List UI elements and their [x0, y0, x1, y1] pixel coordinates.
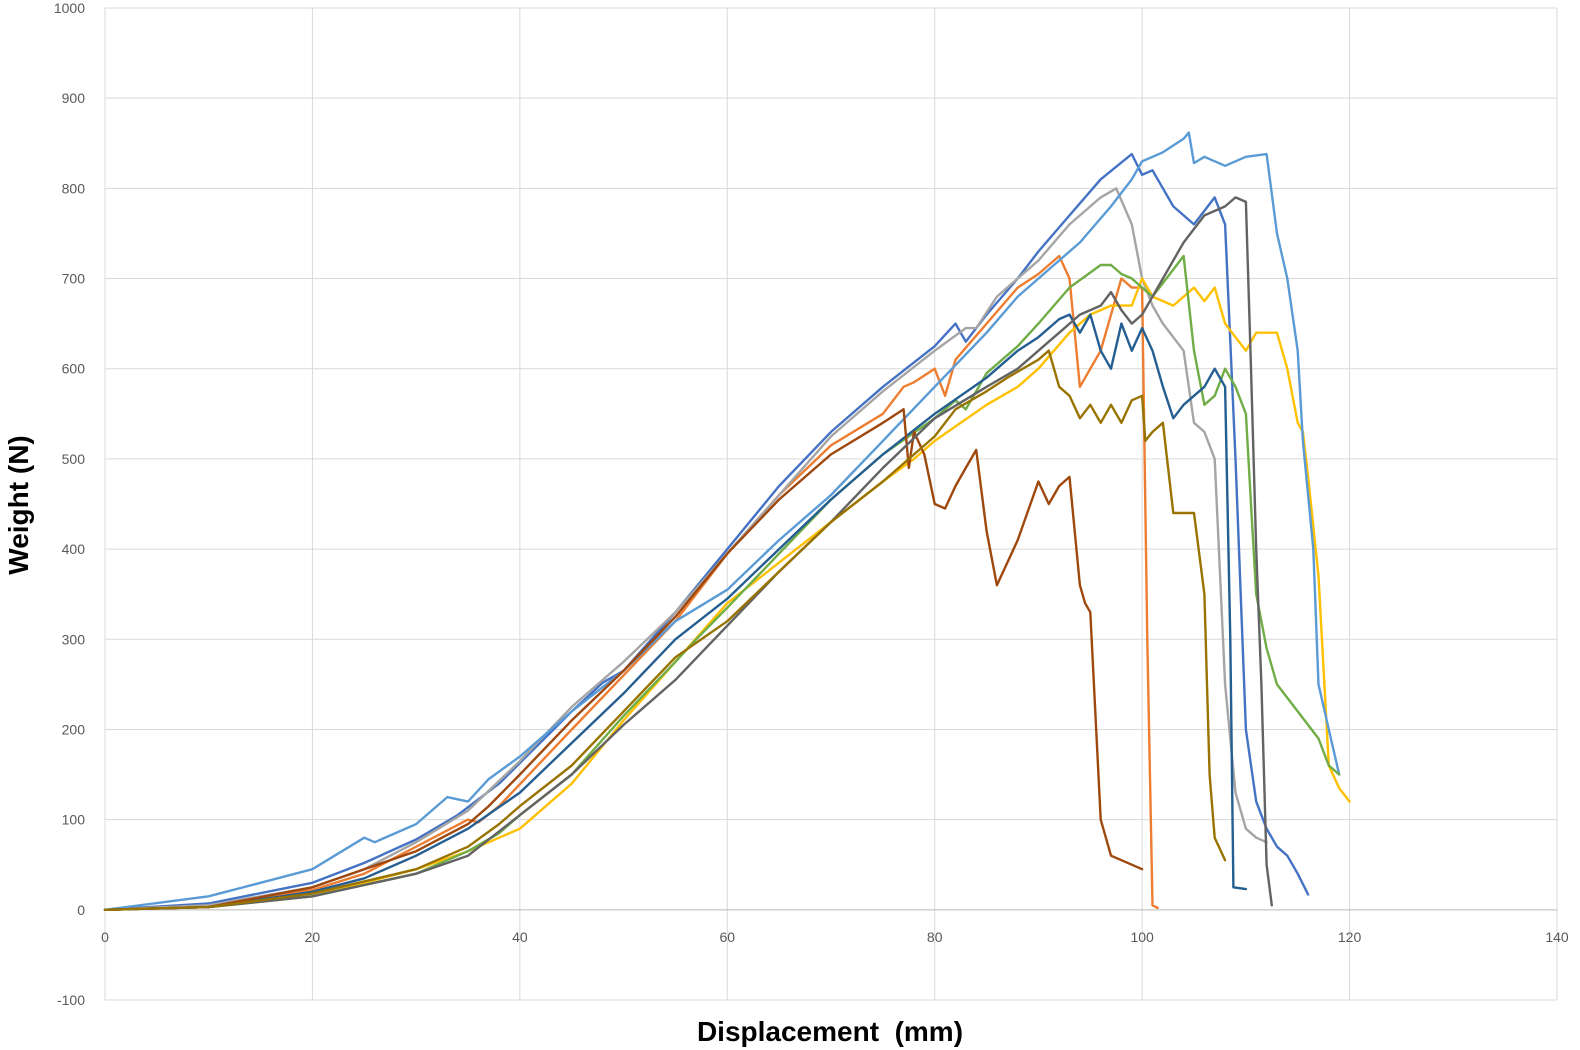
- series-line-2: [103, 254, 1159, 911]
- y-tick-label: 600: [62, 361, 86, 377]
- x-tick-label: 0: [101, 929, 109, 945]
- series-line-5: [103, 131, 1341, 911]
- y-tick-label: 500: [62, 451, 86, 467]
- x-tick-label: 120: [1338, 929, 1362, 945]
- series-line-7: [103, 313, 1248, 911]
- y-tick-label: 700: [62, 271, 86, 287]
- y-tick-label: 1000: [54, 0, 85, 16]
- series-line-8: [103, 408, 1144, 911]
- series-line-10: [103, 349, 1227, 911]
- x-tick-label: 140: [1545, 929, 1569, 945]
- y-tick-label: 0: [77, 902, 85, 918]
- grid-lines: [104, 7, 1558, 1001]
- tick-labels: 0 20 40 60 80 100 120 140 -100 0 100 200 300 400 500 60…: [54, 0, 1569, 1008]
- series-line-3: [103, 187, 1268, 911]
- series-lines: [103, 131, 1351, 911]
- y-tick-label: 400: [62, 541, 86, 557]
- y-tick-label: 200: [62, 721, 86, 737]
- x-tick-label: 80: [927, 929, 943, 945]
- x-tick-label: 20: [305, 929, 321, 945]
- series-line-1: [103, 152, 1310, 911]
- y-tick-label: -100: [57, 992, 85, 1008]
- x-tick-label: 40: [512, 929, 528, 945]
- x-tick-label: 60: [719, 929, 735, 945]
- y-tick-label: 900: [62, 90, 86, 106]
- y-tick-label: 800: [62, 180, 86, 196]
- y-tick-label: 300: [62, 631, 86, 647]
- y-axis-title: Weight (N): [3, 435, 34, 574]
- x-axis-title: Displacement (mm): [697, 1016, 963, 1047]
- x-tick-label: 100: [1130, 929, 1154, 945]
- series-line-9: [103, 196, 1273, 911]
- y-tick-label: 100: [62, 812, 86, 828]
